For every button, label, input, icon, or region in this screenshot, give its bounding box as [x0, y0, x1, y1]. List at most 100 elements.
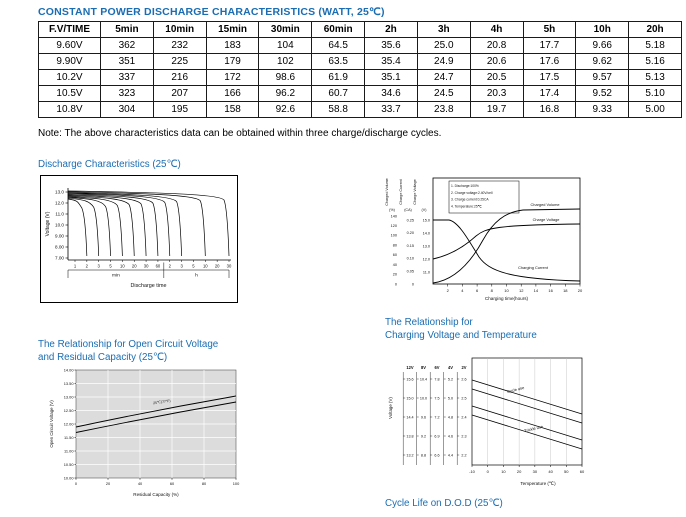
table-cell: 23.8 — [416, 101, 471, 118]
x-tick-label: 20 — [215, 264, 220, 269]
scale-value: 2.4 — [461, 415, 466, 419]
table-cell: 35.1 — [364, 69, 418, 86]
cvt-heading-line1: The Relationship for — [385, 317, 473, 328]
page-title: CONSTANT POWER DISCHARGE CHARACTERISTICS… — [38, 6, 385, 18]
charging-characteristics-chart: Charged Volume (%) Charge Current (CA) Charg… — [383, 166, 590, 310]
x-tick-label: 18 — [563, 288, 568, 293]
charge-voltage-curve — [432, 223, 581, 260]
percent-tick: 60 — [393, 253, 397, 257]
scale-value: 2.5 — [461, 396, 466, 400]
ocv-heading-line1: The Relationship for Open Circuit Voltag… — [38, 339, 219, 350]
x-tick-label: 20 — [132, 264, 137, 269]
condition-note: 1. Discharge:100% — [451, 184, 479, 188]
table-cell: 232 — [152, 37, 207, 54]
x-tick-label: 2 — [86, 264, 89, 269]
row-label: 10.5V — [38, 85, 101, 102]
table-cell: 9.66 — [575, 37, 630, 54]
cvt-chart-svg: Voltage (V) 12V 8V 6V 4V 2V 15.6 10.4 7.8 5.2 2.6 1… — [388, 357, 585, 486]
charging-chart-svg: Charged Volume(%)Charge Current(CA)Charg… — [385, 177, 583, 301]
table-cell: 17.6 — [522, 53, 577, 70]
table-cell: 20.3 — [469, 85, 524, 102]
ocv-upper-line — [75, 395, 237, 428]
table-header-fv-time: F.V/TIME — [38, 21, 101, 38]
table-cell: 9.57 — [575, 69, 630, 86]
percent-tick: 140 — [391, 214, 397, 218]
table-cell: 17.7 — [522, 37, 577, 54]
x-tick-label: 30 — [533, 469, 538, 474]
percent-tick: 100 — [391, 234, 397, 238]
table-header-3h: 3h — [416, 21, 471, 38]
scale-header: 8V — [421, 365, 426, 370]
x-tick-label: 0 — [75, 481, 78, 486]
x-tick-label: 0 — [487, 469, 490, 474]
x-tick-label: 5 — [192, 264, 195, 269]
x-tick-label: 3 — [98, 264, 101, 269]
trickle-use-upper — [471, 405, 583, 441]
discharge-curve — [67, 197, 100, 257]
discharge-curve — [67, 197, 111, 257]
x-tick-label: 14 — [534, 288, 539, 293]
scale-value: 7.5 — [434, 396, 439, 400]
x-tick-label: 10 — [120, 264, 125, 269]
scale-header: 6V — [434, 365, 439, 370]
voltage-tick: 14.0 — [423, 231, 430, 235]
scale-value: 13.8 — [406, 434, 413, 438]
ocv-chart-heading: The Relationship for Open Circuit Voltag… — [38, 338, 218, 364]
table-cell: 17.4 — [522, 85, 577, 102]
voltage-tick: 12.0 — [423, 257, 430, 261]
table-cell: 20.6 — [469, 53, 524, 70]
x-tick-label: 20 — [517, 469, 522, 474]
table-cell: 183 — [205, 37, 260, 54]
x-tick-label: 30 — [144, 264, 149, 269]
scale-value: 10.4 — [420, 377, 427, 381]
discharge-curve — [67, 198, 88, 257]
table-cell: 35.4 — [364, 53, 418, 70]
discharge-chart-heading: Discharge Characteristics (25℃) — [38, 159, 181, 170]
table-header-2h: 2h — [364, 21, 418, 38]
x-tick-label: 80 — [202, 481, 207, 486]
scale-value: 7.8 — [434, 377, 439, 381]
scale-value: 8.8 — [421, 453, 426, 457]
table-cell: 216 — [152, 69, 207, 86]
scale-value: 4.8 — [448, 415, 453, 419]
cvt-heading-line2: Charging Voltage and Temperature — [385, 330, 537, 341]
cycle-life-heading: Cycle Life on D.O.D (25℃) — [385, 498, 503, 509]
x-tick-label: 40 — [138, 481, 143, 486]
discharge-curve — [67, 193, 171, 257]
table-header-60min: 60min — [311, 21, 366, 38]
table-header-10min: 10min — [152, 21, 207, 38]
x-tick-label: 60 — [156, 264, 161, 269]
discharge-power-table: F.V/TIME 5min 10min 15min 30min 60min 2h 3h 4h 5h… — [38, 21, 682, 118]
table-cell: 102 — [258, 53, 313, 70]
charged-volume-curve — [432, 208, 581, 284]
table-head: F.V/TIME 5min 10min 15min 30min 60min 2h 3h 4h 5h… — [38, 21, 682, 38]
scale-value: 2.3 — [461, 434, 466, 438]
left-axis-unit: (V) — [422, 208, 427, 212]
table-cell: 9.52 — [575, 85, 630, 102]
table-cell: 61.9 — [311, 69, 366, 86]
table-row-10.8V: 10.8V 304 195 158 92.6 58.8 33.7 23.8 19.7 16.8 9.… — [38, 101, 682, 118]
y-tick-label: 12.50 — [64, 408, 75, 413]
scale-value: 15.6 — [406, 377, 413, 381]
table-cell: 24.5 — [416, 85, 471, 102]
table-cell: 5.16 — [628, 53, 682, 70]
row-label: 10.2V — [38, 69, 101, 86]
trickle-use-label: Trickle use — [524, 424, 545, 434]
y-tick-label: 13.50 — [64, 381, 75, 386]
scale-value: 6.9 — [434, 434, 439, 438]
y-tick-label: 7.00 — [55, 256, 64, 261]
x-tick-label: 10 — [504, 288, 509, 293]
table-cell: 24.9 — [416, 53, 471, 70]
table-note: Note: The above characteristics data can… — [38, 128, 442, 139]
x-tick-label: 20 — [106, 481, 111, 486]
voltage-tick: 11.0 — [423, 270, 430, 274]
table-cell: 5.00 — [628, 101, 682, 118]
charge-voltage-label: Charge Voltage — [533, 217, 560, 222]
x-axis-label: Residual Capacity (%) — [133, 492, 179, 497]
charging-voltage-temperature-heading: The Relationship for Charging Voltage an… — [385, 316, 537, 342]
x-tick-label: 40 — [548, 469, 553, 474]
y-tick-label: 10.00 — [64, 476, 75, 481]
table-row-10.2V: 10.2V 337 216 172 98.6 61.9 35.1 24.7 20.5 17.5 9.… — [38, 69, 682, 86]
condition-note: 4. Temperature:25℃ — [451, 204, 482, 208]
